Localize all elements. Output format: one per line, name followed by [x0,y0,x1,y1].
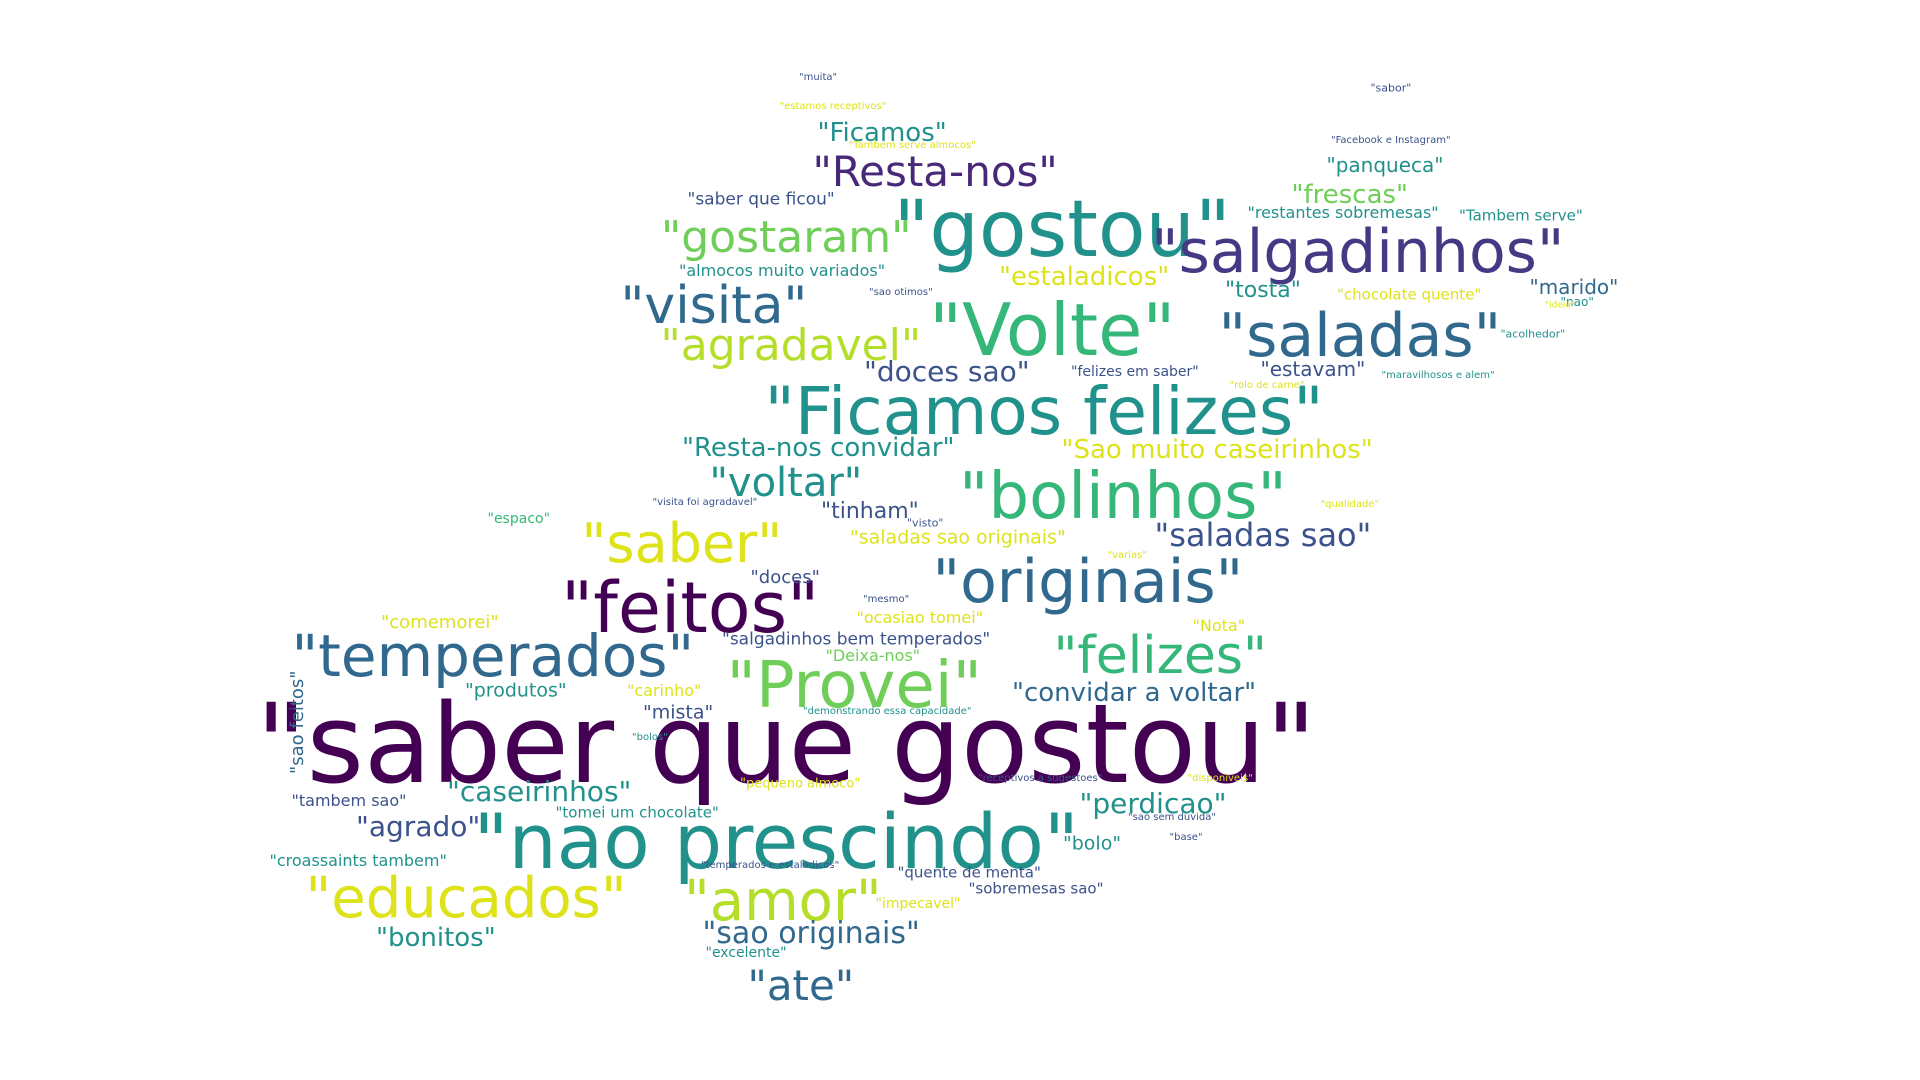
cloud-word: "receptivos a sugestoes" [978,773,1103,784]
cloud-word: "originais" [932,547,1244,617]
cloud-word: "salgadinhos" [1151,217,1565,287]
cloud-word: "rolo de carne" [1229,380,1305,391]
cloud-word: "Nota" [1192,616,1246,635]
cloud-word: "feitos" [561,567,820,649]
cloud-word: "tinham" [821,499,919,524]
cloud-word: "Deixa-nos" [825,646,921,665]
cloud-word: "temperados" [291,622,695,690]
cloud-word: "saber" [581,512,783,575]
cloud-word: "saladas sao originais" [850,526,1066,549]
cloud-word: "felizes em saber" [1071,364,1199,380]
cloud-word: "amor" [684,869,882,934]
cloud-word: "saladas sao" [1154,516,1372,554]
cloud-word: "Tambem serve almocos" [848,140,976,151]
cloud-word: "chocolate quente" [1337,285,1482,304]
cloud-word: "salgadinhos bem temperados" [722,629,991,650]
cloud-word: "almocos muito variados" [679,261,886,280]
cloud-word: "bolinhos" [959,460,1287,534]
cloud-word: "restantes sobremesas" [1247,203,1439,222]
cloud-word: "bolos" [632,732,668,743]
cloud-word: "sabor" [1370,81,1412,95]
cloud-word: "excelente" [705,945,787,961]
cloud-word: "quente de menta" [897,863,1041,882]
cloud-word: "pequeno almoco" [740,776,861,792]
cloud-word: "doces sao" [864,355,1030,388]
cloud-word: "saladas" [1218,301,1502,371]
cloud-word: "marido" [1529,275,1619,299]
cloud-word: "estamos receptivos" [779,101,887,112]
cloud-word: "ate" [747,961,855,1010]
cloud-word: "sao feitos" [287,670,308,774]
cloud-word: "produtos" [465,679,567,702]
cloud-word: "comemorei" [381,612,499,633]
cloud-word: "frescas" [1291,180,1409,210]
cloud-word: "panqueca" [1326,153,1444,177]
cloud-word: "Ficamos felizes" [764,373,1324,450]
cloud-word: "visita" [620,276,808,336]
cloud-word: "sao otimos" [869,287,933,298]
cloud-word: "nao" [1560,295,1594,309]
cloud-word: "qualidade" [1320,499,1380,510]
cloud-word: "educados" [305,866,627,931]
cloud-word: "Volte" [929,288,1176,372]
cloud-word: "convidar a voltar" [1012,678,1257,708]
cloud-word: "temperados e estaladicos" [701,860,840,871]
cloud-word: "gostou" [893,185,1231,275]
cloud-word: "estaladicos" [999,262,1170,292]
cloud-word: "ideia" [1545,300,1576,311]
cloud-word: "Ficamos" [817,118,947,148]
cloud-word: "Provei" [726,649,982,723]
cloud-word: "muita" [799,72,838,83]
cloud-word: "voltar" [709,460,863,506]
cloud-word: "demonstrando essa capacidade" [803,706,972,717]
cloud-word: "estavam" [1260,357,1366,381]
cloud-word: "visto" [907,516,944,530]
cloud-word: "nao prescindo" [473,797,1079,886]
cloud-word: "agrado" [356,810,481,843]
cloud-word: "doces" [750,567,820,588]
cloud-word: "sobremesas sao" [968,879,1104,898]
cloud-word: "sao originais" [702,916,920,951]
cloud-word: "carinho" [627,681,702,700]
cloud-word: "bolo" [1063,832,1122,855]
cloud-word: "ocasiao tomei" [856,608,984,627]
cloud-word: "saber que ficou" [687,189,835,210]
cloud-word: "tambem sao" [291,791,407,810]
cloud-word: "impecavel" [875,896,961,912]
cloud-word: "Resta-nos convidar" [682,433,955,463]
cloud-word: "acolhedor" [1500,327,1566,341]
cloud-word: "base" [1169,832,1203,843]
cloud-word: "mista" [643,701,714,724]
cloud-word: "espaco" [487,511,551,527]
cloud-word: "bonitos" [376,923,496,953]
cloud-word: "tosta" [1225,278,1301,303]
cloud-word: "maravilhosos e alem" [1381,370,1495,381]
cloud-word: "felizes" [1053,626,1267,686]
cloud-word: "caseirinhos" [447,775,632,808]
cloud-word: "disponiveis" [1187,773,1253,784]
cloud-word: "mesmo" [863,594,910,605]
cloud-word: "visita foi agradavel" [652,497,758,508]
cloud-word: "croassaints tambem" [269,851,447,870]
cloud-word: "agradavel" [660,320,922,371]
cloud-word: "saber que gostou" [256,680,1317,808]
cloud-word: "sao sem duvida" [1128,812,1216,823]
cloud-word: "gostaram" [661,212,912,263]
cloud-word: "perdicao" [1079,787,1227,820]
cloud-word: "Sao muito caseirinhos" [1061,435,1373,465]
cloud-word: "Tambem serve" [1459,206,1583,225]
cloud-word: "Resta-nos" [812,147,1058,196]
cloud-word: "tomei um chocolate" [555,803,719,822]
cloud-word: "Facebook e Instagram" [1331,135,1451,146]
cloud-word: "varias" [1107,550,1147,561]
